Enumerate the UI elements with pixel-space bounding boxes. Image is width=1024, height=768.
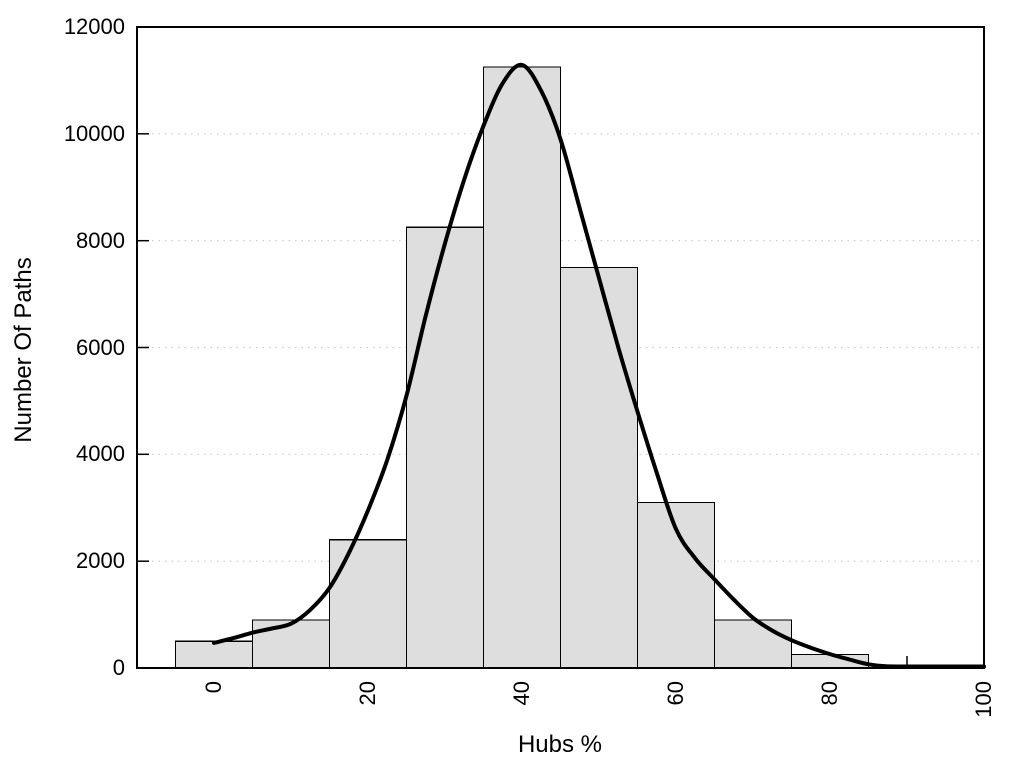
- y-tick-label: 6000: [76, 334, 125, 360]
- histogram-bar: [174, 640, 254, 669]
- plot-frame: [136, 26, 985, 669]
- histogram-bar: [405, 226, 485, 669]
- y-tick-label: 8000: [76, 227, 125, 253]
- x-tick-label-text: 100: [971, 681, 996, 718]
- x-tick-label-text: 60: [663, 681, 688, 706]
- histogram-bar: [482, 66, 562, 669]
- y-tick-label: 4000: [76, 441, 125, 467]
- y-axis-title: Number Of Paths: [10, 257, 37, 443]
- x-tick-label-text: 80: [817, 681, 842, 706]
- histogram-bar: [251, 619, 331, 669]
- y-tick-label: 2000: [76, 548, 125, 574]
- histogram-bar: [559, 266, 639, 669]
- y-tick-label: 10000: [63, 120, 125, 146]
- y-tick-label: 12000: [63, 14, 125, 39]
- histogram-bar: [713, 619, 793, 669]
- fit-curve: [212, 62, 986, 669]
- x-tick-label-text: 0: [201, 681, 226, 694]
- y-tick-label: 0: [112, 655, 125, 680]
- histogram-bar: [328, 539, 408, 669]
- x-tick-label-text: 20: [355, 681, 380, 706]
- x-axis-title: Hubs %: [517, 731, 603, 758]
- x-tick-label-text: 40: [509, 681, 534, 706]
